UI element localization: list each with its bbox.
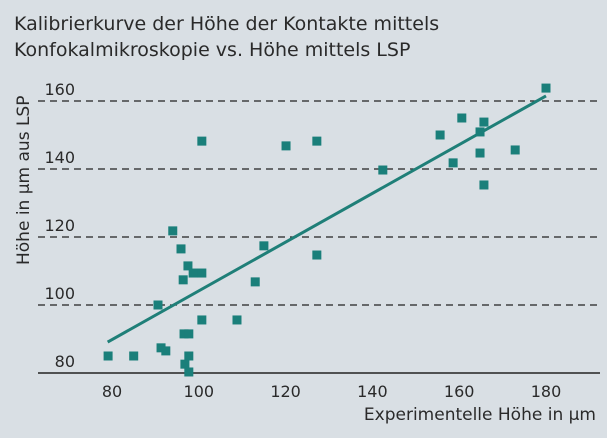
- data-point: [178, 275, 188, 285]
- y-tick-label: 80: [55, 352, 75, 371]
- regression-line: [106, 94, 547, 344]
- data-point: [448, 158, 458, 168]
- x-axis-label: Experimentelle Höhe in µm: [364, 405, 596, 425]
- data-point: [479, 117, 489, 127]
- data-point: [103, 351, 113, 361]
- y-axis-label: Höhe in µm aus LSP: [14, 96, 34, 265]
- data-point: [197, 315, 207, 325]
- data-point: [180, 359, 190, 369]
- data-point: [129, 351, 139, 361]
- data-point: [161, 346, 171, 356]
- data-point: [184, 351, 194, 361]
- data-point: [541, 83, 551, 93]
- chart-title-line-1: Kalibrierkurve der Höhe der Kontakte mit…: [14, 13, 439, 35]
- data-point: [475, 148, 485, 158]
- data-point: [179, 329, 189, 339]
- data-point: [457, 113, 467, 123]
- data-point: [259, 241, 269, 251]
- data-point: [188, 268, 198, 278]
- x-tick-label: 160: [444, 382, 475, 401]
- data-point: [479, 180, 489, 190]
- x-tick-label: 80: [102, 382, 122, 401]
- data-point: [232, 315, 242, 325]
- y-tick-label: 140: [44, 148, 75, 167]
- data-point: [197, 136, 207, 146]
- y-tick-label: 100: [44, 284, 75, 303]
- data-point: [312, 136, 322, 146]
- data-point: [250, 277, 260, 287]
- x-tick-label: 180: [531, 382, 562, 401]
- data-point: [378, 165, 388, 175]
- data-point: [281, 141, 291, 151]
- data-point: [197, 268, 207, 278]
- data-point: [153, 300, 163, 310]
- data-point: [184, 367, 194, 377]
- chart-title-line-2: Konfokalmikroskopie vs. Höhe mittels LSP: [14, 39, 410, 61]
- x-tick-label: 120: [270, 382, 301, 401]
- data-point: [183, 261, 193, 271]
- data-point: [312, 250, 322, 260]
- data-point: [176, 244, 186, 254]
- data-point: [168, 226, 178, 236]
- data-point: [435, 130, 445, 140]
- y-tick-label: 120: [44, 216, 75, 235]
- data-point: [156, 343, 166, 353]
- y-tick-label: 160: [44, 80, 75, 99]
- data-point: [510, 145, 520, 155]
- data-point: [184, 329, 194, 339]
- x-tick-label: 100: [184, 382, 215, 401]
- data-point: [475, 127, 485, 137]
- x-tick-label: 140: [357, 382, 388, 401]
